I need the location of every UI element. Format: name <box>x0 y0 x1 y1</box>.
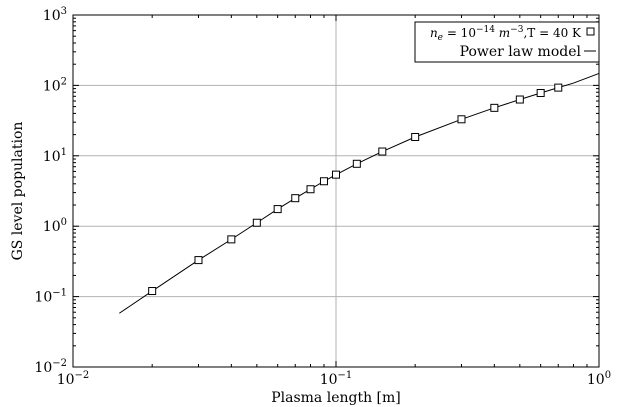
x-tick-label: 10−2 <box>57 370 90 388</box>
data-point <box>306 185 315 194</box>
grid-lines <box>73 15 599 367</box>
data-point <box>291 194 300 203</box>
data-point <box>515 95 524 104</box>
data-point <box>227 235 236 244</box>
data-point <box>252 218 261 227</box>
data-point <box>378 147 387 156</box>
legend-label-measured: ne = 10−14 m−3,T = 40 K <box>430 25 582 43</box>
power-law-model-line <box>119 72 600 314</box>
data-point <box>332 170 340 179</box>
x-axis-label: Plasma length [m] <box>271 390 401 406</box>
data-point <box>319 177 328 186</box>
axis-ticks <box>72 14 600 368</box>
y-axis-label: GS level population <box>10 122 26 261</box>
x-tick-label: 10−1 <box>320 370 353 388</box>
y-tick-label: 103 <box>43 6 67 24</box>
data-point <box>457 115 466 124</box>
data-point <box>273 205 282 214</box>
data-point <box>352 159 361 168</box>
data-point <box>148 287 157 296</box>
tick-labels: 10−2 10−1 100 10−2 10−1 100 101 102 103 <box>34 6 611 388</box>
data-point <box>554 83 563 92</box>
y-tick-label: 102 <box>43 76 67 94</box>
data-point <box>194 256 203 265</box>
data-point <box>490 103 499 112</box>
series-lines <box>119 72 600 314</box>
y-tick-label: 101 <box>43 147 67 165</box>
data-point <box>536 88 545 97</box>
series-markers <box>148 83 563 296</box>
y-tick-label: 10−2 <box>34 358 67 376</box>
legend-marker-square <box>586 27 595 36</box>
y-tick-label: 10−1 <box>34 288 67 306</box>
data-point <box>411 132 420 141</box>
legend-box <box>414 21 600 63</box>
legend-label-model: Power law model <box>460 44 582 60</box>
legend: ne = 10−14 m−3,T = 40 K Power law model <box>414 21 600 63</box>
x-tick-label: 100 <box>587 370 611 388</box>
y-tick-label: 100 <box>43 217 67 235</box>
